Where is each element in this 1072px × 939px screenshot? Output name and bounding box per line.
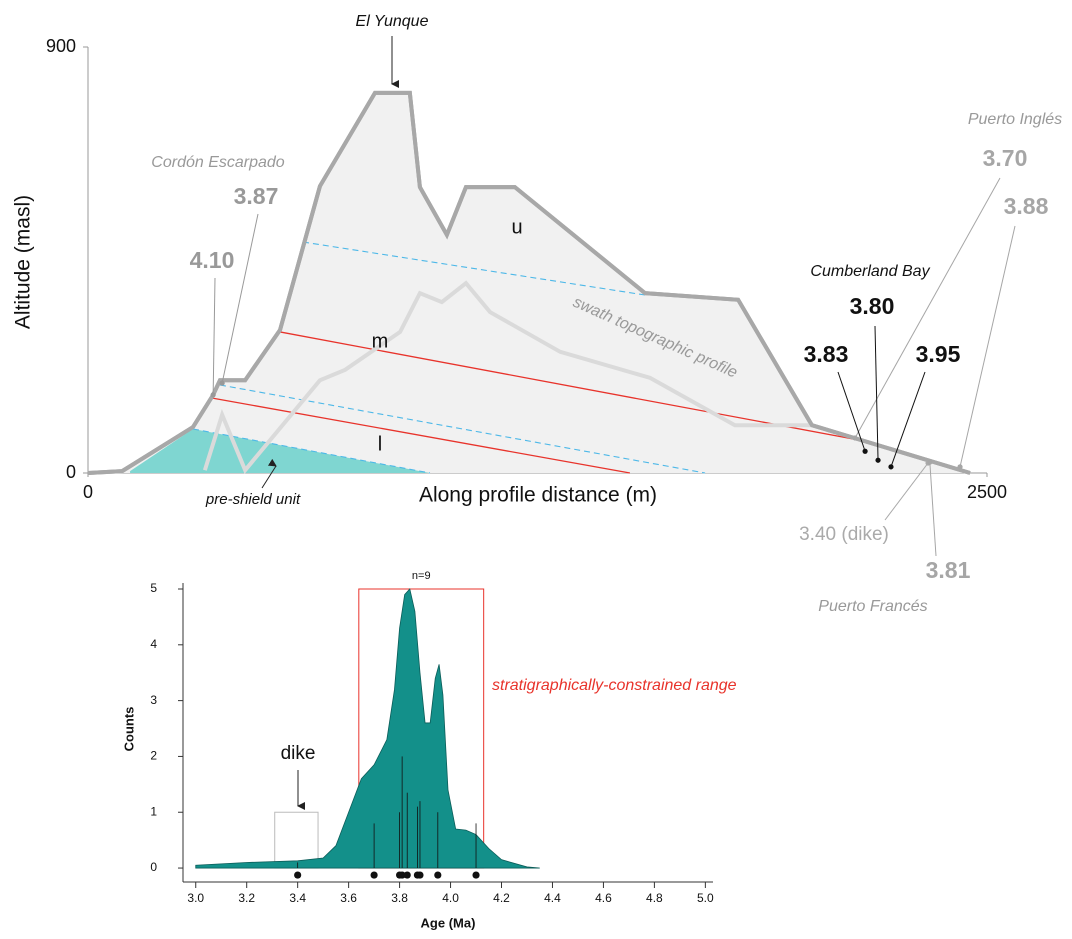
sample-label: 4.10 bbox=[190, 247, 235, 273]
line bbox=[302, 241, 646, 296]
annotation: El Yunque bbox=[356, 13, 429, 30]
sample-label: 3.88 bbox=[1004, 193, 1049, 219]
leader-line bbox=[884, 462, 929, 521]
area bbox=[130, 428, 430, 473]
sample-label: 3.81 bbox=[926, 557, 971, 583]
arrow bbox=[261, 458, 277, 489]
annotation: u bbox=[511, 216, 522, 238]
y-tick-label: 3 bbox=[150, 693, 157, 707]
y-axis-label: Altitude (masl) bbox=[12, 195, 35, 329]
line bbox=[219, 384, 706, 474]
leader-line bbox=[837, 371, 866, 452]
sample-label: 3.95 bbox=[916, 341, 961, 367]
sample-label: 3.83 bbox=[804, 341, 849, 367]
annotation: pre-shield unit bbox=[205, 491, 301, 508]
sample-point bbox=[875, 457, 881, 463]
leader-line bbox=[959, 225, 1016, 467]
x-tick-label: 4.8 bbox=[646, 891, 663, 905]
x-tick-label: 5.0 bbox=[697, 891, 714, 905]
age-point bbox=[434, 871, 442, 879]
annotation: Cumberland Bay bbox=[810, 263, 930, 280]
sample-label: 3.40 (dike) bbox=[799, 524, 889, 545]
x-tick-label: 3.8 bbox=[391, 891, 408, 905]
annotation: m bbox=[372, 330, 389, 352]
sample-label: 3.87 bbox=[234, 183, 279, 209]
x-tick-label: 4.6 bbox=[595, 891, 612, 905]
x-axis-label: Age (Ma) bbox=[421, 915, 476, 930]
y-tick-label: 2 bbox=[150, 749, 157, 763]
y-tick-label: 1 bbox=[150, 804, 157, 818]
box-label: stratigraphically-constrained range bbox=[492, 677, 737, 694]
annotation: Puerto Inglés bbox=[968, 111, 1062, 128]
leader-line bbox=[854, 177, 1001, 439]
sample-label: 3.70 bbox=[983, 145, 1028, 171]
sample-label: 3.80 bbox=[850, 293, 895, 319]
sample-point bbox=[927, 459, 933, 465]
age-point bbox=[398, 871, 406, 879]
leader-line bbox=[221, 213, 259, 384]
age-point bbox=[416, 871, 424, 879]
x-tick-label: 4.0 bbox=[442, 891, 459, 905]
annotation: Cordón Escarpado bbox=[151, 154, 285, 171]
leader-line bbox=[874, 325, 879, 461]
y-tick-label: 5 bbox=[150, 581, 157, 595]
sample-point bbox=[888, 464, 894, 470]
area bbox=[88, 92, 971, 473]
y-tick-label: 0 bbox=[150, 860, 157, 874]
sample-point bbox=[862, 448, 868, 454]
x-tick-label: 3.0 bbox=[187, 891, 204, 905]
age-point bbox=[294, 871, 302, 879]
x-axis-label: Along profile distance (m) bbox=[419, 484, 657, 507]
kde-area bbox=[195, 588, 540, 869]
y-tick-label: 4 bbox=[150, 637, 157, 651]
leader-line bbox=[212, 277, 216, 395]
x-tick-label: 2500 bbox=[967, 482, 1007, 502]
y-tick-label: 900 bbox=[46, 36, 76, 56]
sample-point bbox=[219, 380, 225, 386]
x-tick-label: 4.4 bbox=[544, 891, 561, 905]
leader-line bbox=[929, 462, 937, 557]
box-note: n=9 bbox=[412, 570, 431, 582]
box-label: dike bbox=[281, 743, 316, 764]
age-point bbox=[403, 871, 411, 879]
sample-point bbox=[957, 464, 963, 470]
age-point bbox=[472, 871, 480, 879]
y-axis-label: Counts bbox=[121, 707, 136, 752]
y-tick-label: 0 bbox=[66, 462, 76, 482]
sample-point bbox=[210, 392, 216, 398]
annotation: Puerto Francés bbox=[818, 598, 927, 615]
x-tick-label: 3.4 bbox=[289, 891, 306, 905]
x-tick-label: 3.6 bbox=[340, 891, 357, 905]
profile-outline bbox=[87, 90, 971, 475]
sample-point bbox=[852, 435, 858, 441]
annotation: l bbox=[378, 433, 382, 455]
leader-line bbox=[890, 371, 926, 468]
line bbox=[202, 280, 812, 474]
line bbox=[213, 397, 631, 474]
age-point bbox=[370, 871, 378, 879]
x-tick-label: 3.2 bbox=[238, 891, 255, 905]
x-tick-label: 0 bbox=[83, 482, 93, 502]
x-tick-label: 4.2 bbox=[493, 891, 510, 905]
